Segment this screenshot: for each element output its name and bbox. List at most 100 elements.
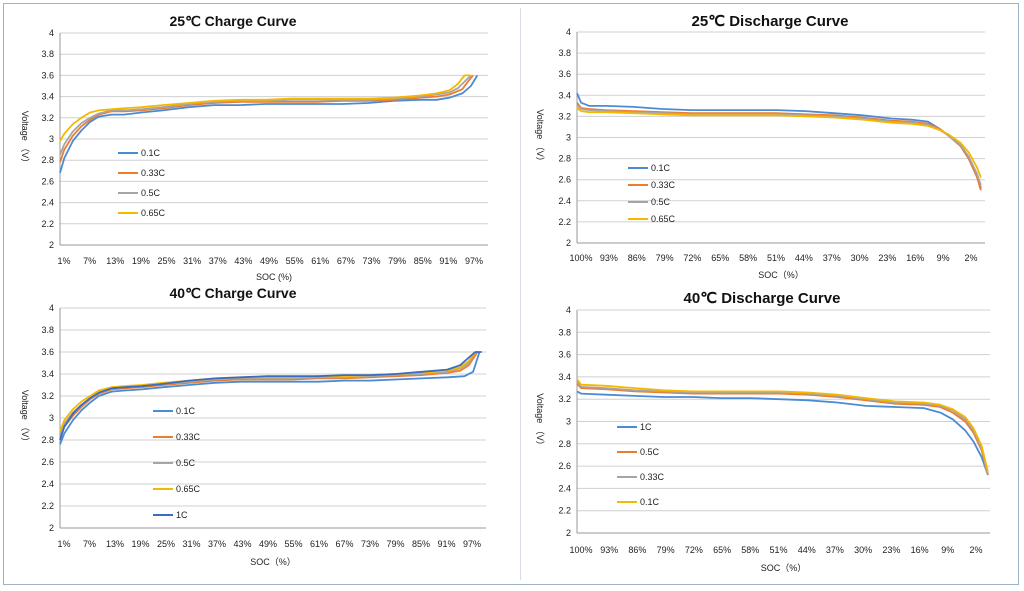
- x-tick-label: 93%: [600, 253, 618, 263]
- y-tick-label: 2.2: [41, 219, 54, 229]
- x-tick-label: 7%: [83, 539, 96, 549]
- y-tick-label: 2: [49, 523, 54, 533]
- chart-title: 25℃ Discharge Curve: [692, 13, 849, 30]
- chart-25c-charge: 25℃ Charge Curve 2 2.2 2.4 2.6 2.8 3 3.2 3.4 3.6 3…: [20, 13, 488, 282]
- x-tick-label: 91%: [439, 256, 457, 266]
- y-tick-label: 2.8: [558, 439, 571, 449]
- x-tick-label: 49%: [259, 539, 277, 549]
- series-line-0_33C: [576, 380, 989, 475]
- y-tick-label: 3.4: [41, 369, 54, 379]
- y-tick-label: 2: [566, 238, 571, 248]
- series-line-0_5C: [59, 74, 472, 156]
- x-tick-label: 2%: [964, 253, 977, 263]
- x-tick-label: 16%: [911, 545, 929, 555]
- x-tick-label: 51%: [767, 253, 785, 263]
- y-tick-label: 3.4: [558, 372, 571, 382]
- series-line-0_33C: [59, 74, 474, 163]
- x-tick-label: 19%: [131, 539, 149, 549]
- series-line-0_1C: [576, 378, 989, 472]
- x-tick-label: 25%: [157, 256, 175, 266]
- y-tick-label: 2.6: [41, 176, 54, 186]
- x-tick-label: 67%: [337, 256, 355, 266]
- x-tick-label: 58%: [739, 253, 757, 263]
- y-tick-label: 2.4: [41, 198, 54, 208]
- chart-title: 40℃ Discharge Curve: [684, 290, 841, 307]
- x-tick-label: 72%: [685, 545, 703, 555]
- series-line-0_5C: [576, 382, 989, 476]
- x-tick-label: 58%: [741, 545, 759, 555]
- y-tick-label: 4: [49, 28, 54, 38]
- x-tick-label: 7%: [83, 256, 96, 266]
- x-tick-label: 30%: [854, 545, 872, 555]
- y-axis-label: Voltage （V）: [535, 109, 545, 166]
- y-tick-label: 2.6: [558, 461, 571, 471]
- y-tick-label: 2.8: [41, 155, 54, 165]
- x-tick-label: 19%: [132, 256, 150, 266]
- y-tick-label: 3: [566, 133, 571, 143]
- legend-label: 0.5C: [651, 197, 671, 207]
- legend-label: 0.33C: [651, 180, 676, 190]
- y-tick-label: 2.2: [558, 217, 571, 227]
- y-tick-label: 2.8: [41, 435, 54, 445]
- y-tick-label: 2: [49, 240, 54, 250]
- y-tick-label: 3: [49, 134, 54, 144]
- x-tick-label: 79%: [657, 545, 675, 555]
- chart-40c-discharge: 40℃ Discharge Curve 2 2.2 2.4 2.6 2.8 3 3.2 3.4 3…: [535, 290, 990, 573]
- x-tick-label: 79%: [386, 539, 404, 549]
- series-line-0_1C: [59, 74, 479, 174]
- legend-label: 0.65C: [651, 214, 676, 224]
- y-tick-label: 3.8: [558, 48, 571, 58]
- legend-label: 1C: [640, 422, 652, 432]
- legend-label: 0.5C: [640, 447, 660, 457]
- x-tick-label: 23%: [878, 253, 896, 263]
- y-tick-label: 3.6: [41, 70, 54, 80]
- x-tick-label: 86%: [628, 545, 646, 555]
- series-line-0_1C: [576, 92, 982, 189]
- x-tick-label: 25%: [157, 539, 175, 549]
- legend-label: 0.5C: [176, 458, 196, 468]
- y-axis-label: Voltage （V）: [20, 390, 30, 447]
- legend-label: 0.33C: [141, 168, 166, 178]
- x-tick-label: 61%: [311, 256, 329, 266]
- x-tick-label: 97%: [463, 539, 481, 549]
- series-line-0_65C: [576, 107, 982, 178]
- x-tick-label: 73%: [362, 256, 380, 266]
- y-tick-label: 3.4: [41, 92, 54, 102]
- legend-label: 0.1C: [141, 148, 161, 158]
- y-tick-label: 3: [49, 413, 54, 423]
- y-tick-label: 3.8: [41, 49, 54, 59]
- x-tick-label: 30%: [851, 253, 869, 263]
- y-axis-label: Voltage （V）: [535, 393, 545, 450]
- legend-label: 0.1C: [651, 163, 671, 173]
- x-tick-label: 37%: [823, 253, 841, 263]
- x-tick-label: 85%: [412, 539, 430, 549]
- x-tick-label: 2%: [969, 545, 982, 555]
- y-tick-label: 3.2: [558, 394, 571, 404]
- x-tick-label: 1%: [57, 539, 70, 549]
- y-tick-label: 2.2: [41, 501, 54, 511]
- x-tick-label: 100%: [569, 253, 592, 263]
- series-line-0_5C: [59, 351, 476, 435]
- x-tick-label: 55%: [284, 539, 302, 549]
- x-tick-label: 13%: [106, 539, 124, 549]
- x-axis-label: SOC（%）: [250, 557, 296, 567]
- y-tick-label: 2.6: [558, 175, 571, 185]
- x-axis-label: SOC (%): [256, 272, 292, 282]
- series-line-0_65C: [59, 351, 476, 432]
- legend-label: 0.65C: [141, 208, 166, 218]
- series-line-0_65C: [59, 74, 471, 142]
- y-tick-label: 4: [49, 303, 54, 313]
- x-tick-label: 65%: [711, 253, 729, 263]
- chart-title: 25℃ Charge Curve: [170, 13, 297, 29]
- x-tick-label: 79%: [656, 253, 674, 263]
- y-tick-label: 2.4: [41, 479, 54, 489]
- x-tick-label: 43%: [233, 539, 251, 549]
- x-tick-label: 86%: [628, 253, 646, 263]
- x-tick-label: 1%: [57, 256, 70, 266]
- chart-25c-discharge: 25℃ Discharge Curve 2 2.2 2.4 2.6 2.8 3 3.2 3.4 3…: [535, 13, 985, 280]
- x-axis-label: SOC（%）: [761, 563, 807, 573]
- x-tick-label: 31%: [183, 256, 201, 266]
- x-tick-label: 100%: [569, 545, 592, 555]
- x-tick-label: 23%: [882, 545, 900, 555]
- x-tick-label: 61%: [310, 539, 328, 549]
